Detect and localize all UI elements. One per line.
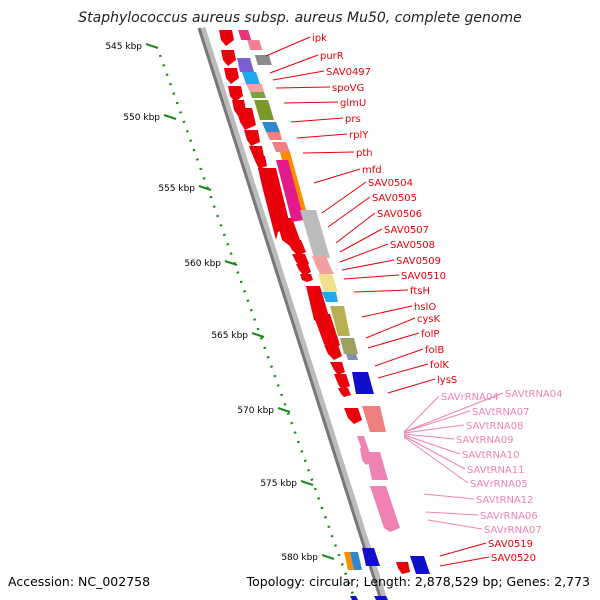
gene-label[interactable]: folP	[421, 329, 439, 340]
kbp-tick-label: 575 kbp	[260, 479, 297, 489]
label-leader	[339, 243, 389, 263]
label-leader	[403, 392, 504, 433]
gene-label[interactable]: SAVrRNA05	[470, 479, 528, 490]
topology-label: Topology: circular; Length: 2,878,529 bp…	[246, 574, 590, 589]
label-leader	[296, 133, 348, 139]
label-leader	[403, 424, 465, 434]
gene-label[interactable]: folK	[430, 360, 449, 371]
label-leader	[403, 435, 466, 470]
label-leader	[403, 410, 471, 433]
label-leader	[423, 493, 475, 500]
label-leader	[302, 151, 355, 154]
label-leaders	[265, 36, 504, 567]
genome-title: Staphylococcus aureus subsp. aureus Mu50…	[78, 10, 522, 26]
gene-label[interactable]: SAV0504	[368, 178, 413, 189]
gene-label[interactable]: rplY	[349, 130, 369, 141]
gene-labels: ipk purR SAV0497 spoVG glmU prs rplY pth mfd SAV0…	[312, 33, 563, 564]
label-leader	[283, 101, 339, 104]
gene-label[interactable]: SAVrRNA04	[441, 392, 499, 403]
gene-label[interactable]: SAVtRNA07	[472, 407, 530, 418]
gene-label[interactable]: prs	[345, 114, 361, 125]
label-leader	[403, 433, 455, 440]
gene-label[interactable]: purR	[320, 51, 344, 62]
label-leader	[425, 511, 479, 516]
label-leader	[269, 54, 319, 74]
kbp-tick-mark	[224, 260, 238, 266]
kbp-tick-label: 565 kbp	[211, 331, 248, 341]
gene-label[interactable]: SAVtRNA12	[476, 495, 534, 506]
kbp-tick-mark	[277, 407, 291, 413]
label-leader	[403, 434, 461, 455]
gene-label[interactable]: SAVtRNA10	[462, 450, 520, 461]
gene-label[interactable]: SAV0507	[384, 225, 429, 236]
gene-label[interactable]: SAVrRNA06	[480, 511, 538, 522]
gene-label[interactable]: ftsH	[410, 286, 430, 297]
label-leader	[343, 274, 400, 280]
label-leader	[275, 86, 331, 89]
kbp-tick-mark	[145, 43, 159, 49]
gene-label[interactable]: SAV0497	[326, 67, 371, 78]
label-leader	[272, 70, 325, 81]
gene-label[interactable]: hslO	[414, 302, 436, 313]
gene-label[interactable]: SAV0505	[372, 193, 417, 204]
kbp-tick-mark	[163, 114, 177, 120]
gene-label[interactable]: SAVrRNA07	[484, 525, 542, 536]
gene-label[interactable]: SAV0508	[390, 240, 435, 251]
label-leader	[367, 332, 420, 349]
kbp-ticks: 545 kbp 550 kbp 555 kbp 560 kbp 565 kbp 570 k…	[105, 42, 335, 563]
kbp-tick-label: 580 kbp	[281, 553, 318, 563]
label-leader	[361, 305, 413, 318]
kbp-tick-mark	[300, 480, 314, 486]
gene-label[interactable]: SAV0520	[491, 553, 536, 564]
kbp-tick-label: 555 kbp	[158, 184, 195, 194]
gene-label[interactable]: SAVtRNA08	[466, 421, 524, 432]
gene-label[interactable]: pth	[356, 148, 373, 159]
kbp-tick-label: 570 kbp	[237, 406, 274, 416]
gene-label[interactable]: SAV0510	[401, 271, 446, 282]
label-leader	[353, 289, 409, 293]
label-leader	[290, 117, 344, 123]
gene-label[interactable]: folB	[425, 345, 444, 356]
label-leader	[403, 395, 440, 433]
label-leader	[335, 212, 376, 244]
kbp-tick-label: 560 kbp	[184, 259, 221, 269]
forward-strand-genes	[237, 30, 430, 600]
label-leader	[327, 196, 371, 228]
label-leader	[374, 348, 424, 367]
label-leader	[427, 519, 483, 530]
accession-label: Accession: NC_002758	[8, 574, 151, 589]
backbone-line	[197, 27, 383, 600]
gene-label[interactable]: SAV0506	[377, 209, 422, 220]
label-leader	[439, 556, 490, 567]
label-leader	[439, 542, 487, 557]
kbp-tick-mark	[321, 554, 335, 560]
label-leader	[403, 436, 469, 484]
gene-label[interactable]: SAVtRNA04	[505, 389, 563, 400]
label-leader	[339, 228, 383, 253]
gene-label[interactable]: spoVG	[332, 83, 364, 94]
gene-label[interactable]: mfd	[362, 165, 382, 176]
gene-label[interactable]: SAVtRNA11	[467, 465, 525, 476]
gene-label[interactable]: cysK	[417, 314, 441, 325]
kbp-tick-mark	[251, 332, 265, 338]
label-leader	[365, 317, 416, 339]
label-leader	[313, 168, 361, 184]
gene-label[interactable]: SAV0509	[396, 256, 441, 267]
label-leader	[265, 36, 311, 57]
backbone-shadow	[198, 26, 388, 600]
label-leader	[387, 378, 436, 394]
gene-label[interactable]: SAVtRNA09	[456, 435, 514, 446]
label-leader	[321, 181, 367, 214]
kbp-tick-mark	[198, 185, 212, 191]
gene-label[interactable]: lysS	[437, 375, 457, 386]
gene-label[interactable]: glmU	[340, 98, 366, 109]
kbp-tick-label: 550 kbp	[123, 113, 160, 123]
kbp-tick-label: 545 kbp	[105, 42, 142, 52]
label-leader	[377, 363, 429, 379]
gene-label[interactable]: ipk	[312, 33, 327, 44]
label-leader	[341, 259, 395, 271]
gene-label[interactable]: SAV0519	[488, 539, 533, 550]
